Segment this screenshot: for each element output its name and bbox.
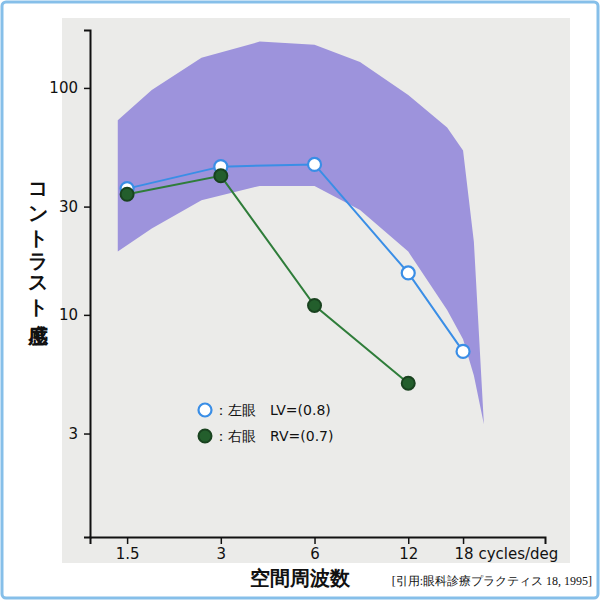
- series-marker: [457, 345, 470, 358]
- x-tick-label: 12: [399, 545, 418, 563]
- y-tick-mark: [84, 206, 90, 208]
- x-tick-mark: [463, 537, 465, 544]
- legend-item: ：左眼 LV=(0.8): [199, 402, 331, 418]
- legend-item: ：右眼 RV=(0.7): [199, 428, 334, 444]
- y-tick: 30: [59, 198, 90, 216]
- x-axis-title: 空間周波数: [250, 566, 351, 590]
- x-tick-label: 3: [217, 545, 227, 563]
- x-tick-mark: [127, 537, 129, 544]
- x-axis: 1.5 3 6 12 18 cycles/deg: [91, 537, 559, 563]
- y-axis: 3 10 30 100: [49, 31, 90, 538]
- plot-area: [118, 42, 484, 425]
- y-tick-mark: [84, 433, 90, 435]
- outer-frame: [2, 2, 598, 598]
- x-tick-label: 1.5: [116, 545, 140, 563]
- legend-marker: [199, 430, 212, 443]
- y-tick: 10: [59, 306, 90, 324]
- legend-label: ：右眼 RV=(0.7): [214, 428, 333, 444]
- series-marker: [308, 158, 321, 171]
- series-line: [127, 176, 408, 383]
- x-tick: 3: [217, 537, 227, 563]
- series-marker: [308, 299, 321, 312]
- x-tick-mark: [314, 537, 316, 544]
- series-marker: [121, 188, 134, 201]
- x-tick: 12: [399, 537, 418, 563]
- source-note: [引用:眼科診療プラクティス 18, 1995]: [392, 574, 592, 588]
- series-marker: [402, 377, 415, 390]
- y-tick: 100: [49, 79, 90, 97]
- y-tick-label: 100: [49, 79, 78, 97]
- chart: 3 10 30 100 1.5 3 6 12 18 cycles/deg 空間周波数 コントラスト感…: [0, 0, 600, 600]
- series-line: [127, 164, 463, 351]
- y-tick-label: 3: [68, 425, 78, 443]
- x-tick-label: 6: [310, 545, 320, 563]
- legend: ：左眼 LV=(0.8) ：右眼 RV=(0.7): [199, 402, 334, 444]
- y-tick-mark: [84, 88, 90, 90]
- plot-background: [62, 18, 570, 563]
- normal-range-band: [118, 42, 484, 425]
- legend-marker: [199, 404, 212, 417]
- y-axis-line: [84, 31, 91, 538]
- series-marker: [214, 169, 227, 182]
- y-axis-title: コントラスト感度: [26, 170, 50, 346]
- x-tick-mark: [221, 537, 223, 544]
- y-tick: 3: [68, 425, 90, 443]
- y-tick-mark: [84, 315, 90, 317]
- x-tick-mark: [408, 537, 410, 544]
- x-tick: 6: [310, 537, 320, 563]
- x-axis-line: [91, 538, 546, 545]
- legend-label: ：左眼 LV=(0.8): [214, 402, 331, 418]
- x-tick: 1.5: [116, 537, 140, 563]
- x-tick-label: 18 cycles/deg: [455, 545, 559, 563]
- series-marker: [402, 266, 415, 279]
- x-tick: 18 cycles/deg: [455, 537, 559, 563]
- y-tick-label: 30: [59, 198, 78, 216]
- y-tick-label: 10: [59, 306, 78, 324]
